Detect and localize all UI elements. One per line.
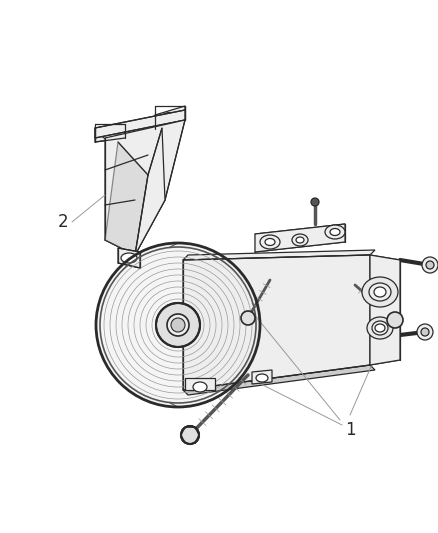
Ellipse shape — [102, 131, 118, 140]
Circle shape — [96, 243, 260, 407]
Ellipse shape — [296, 237, 304, 243]
Polygon shape — [183, 255, 370, 390]
Circle shape — [171, 318, 185, 332]
Polygon shape — [95, 124, 125, 142]
Circle shape — [167, 314, 189, 336]
Circle shape — [181, 426, 199, 444]
Circle shape — [156, 303, 200, 347]
Circle shape — [387, 312, 403, 328]
Polygon shape — [95, 110, 185, 138]
Ellipse shape — [96, 311, 260, 339]
Polygon shape — [118, 248, 140, 268]
Polygon shape — [183, 250, 375, 260]
Circle shape — [426, 261, 434, 269]
Ellipse shape — [325, 225, 345, 239]
Ellipse shape — [162, 112, 178, 122]
Ellipse shape — [367, 317, 393, 339]
Ellipse shape — [121, 253, 137, 263]
Polygon shape — [105, 120, 185, 255]
Circle shape — [422, 257, 438, 273]
Polygon shape — [135, 128, 165, 255]
Ellipse shape — [374, 287, 386, 297]
Circle shape — [241, 311, 255, 325]
Ellipse shape — [372, 321, 388, 335]
Ellipse shape — [369, 283, 391, 301]
Ellipse shape — [362, 277, 398, 307]
Polygon shape — [255, 224, 345, 252]
Ellipse shape — [330, 229, 340, 236]
Ellipse shape — [375, 324, 385, 332]
Text: 2: 2 — [58, 213, 69, 231]
Polygon shape — [155, 106, 185, 129]
Polygon shape — [105, 142, 148, 255]
Ellipse shape — [265, 238, 275, 246]
Ellipse shape — [256, 374, 268, 382]
Circle shape — [421, 328, 429, 336]
Circle shape — [417, 324, 433, 340]
Circle shape — [311, 198, 319, 206]
Polygon shape — [252, 370, 272, 384]
Text: 1: 1 — [345, 421, 356, 439]
Polygon shape — [183, 365, 375, 395]
Ellipse shape — [292, 234, 308, 246]
Polygon shape — [370, 255, 400, 365]
Ellipse shape — [260, 235, 280, 249]
Polygon shape — [185, 378, 215, 390]
Ellipse shape — [193, 382, 207, 392]
